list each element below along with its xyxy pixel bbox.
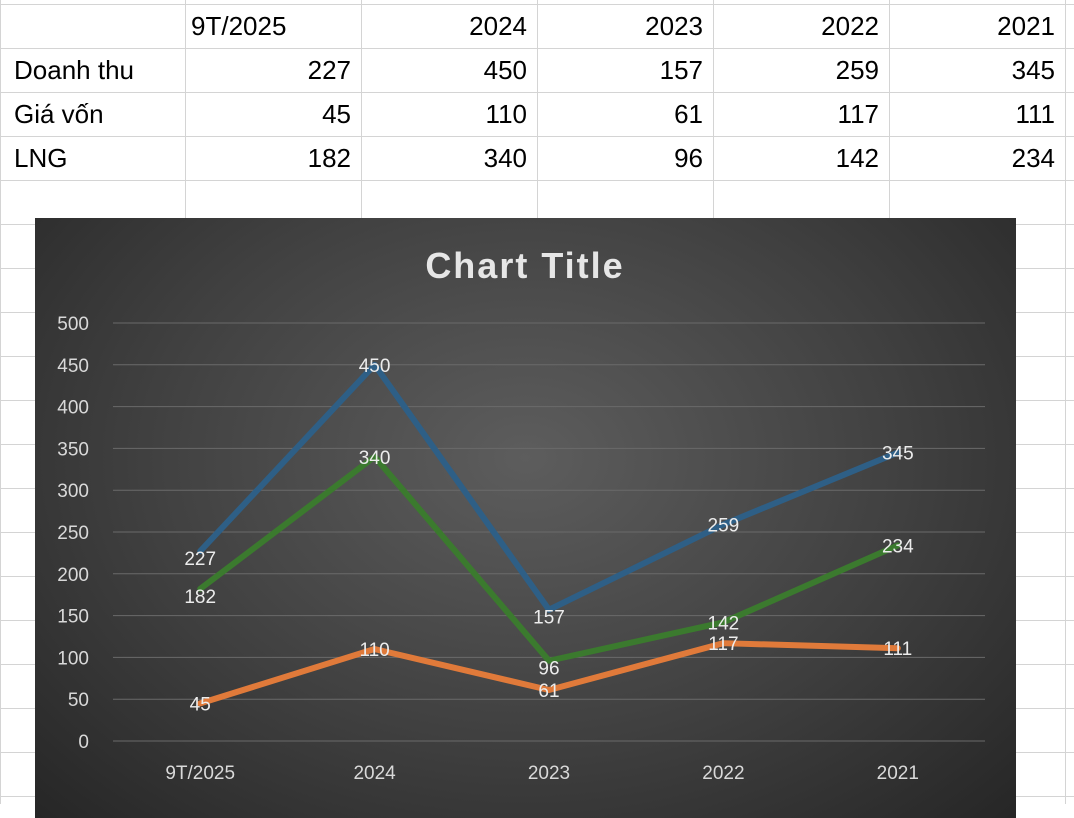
- header-cell[interactable]: 2024: [469, 11, 527, 41]
- data-label: 117: [708, 634, 738, 655]
- header-cell[interactable]: 2021: [997, 11, 1055, 41]
- row-label-cell[interactable]: Giá vốn: [14, 99, 104, 129]
- table-cell[interactable]: 259: [835, 55, 879, 85]
- x-tick-label: 2023: [528, 763, 570, 784]
- header-cell[interactable]: 2022: [821, 11, 879, 41]
- series-line-doanh-thu[interactable]: [197, 361, 901, 613]
- data-label: 45: [190, 694, 211, 715]
- y-tick-label: 300: [57, 481, 89, 502]
- y-tick-label: 450: [57, 356, 89, 377]
- header-cell[interactable]: 2023: [645, 11, 703, 41]
- table-cell[interactable]: 340: [483, 143, 527, 173]
- data-label: 182: [184, 587, 216, 608]
- y-tick-label: 500: [57, 314, 89, 335]
- table-cell[interactable]: 142: [835, 143, 879, 173]
- y-tick-label: 50: [68, 690, 89, 711]
- series-line-lng[interactable]: [197, 453, 901, 664]
- data-label: 142: [708, 613, 740, 634]
- data-label: 111: [883, 639, 912, 660]
- y-tick-label: 150: [57, 607, 89, 628]
- x-tick-label: 2021: [877, 763, 919, 784]
- data-label: 96: [538, 659, 559, 680]
- data-label: 227: [184, 549, 216, 570]
- data-label: 450: [359, 356, 391, 377]
- table-cell[interactable]: 450: [483, 55, 527, 85]
- data-label: 157: [533, 608, 565, 629]
- table-cell[interactable]: 182: [307, 143, 351, 173]
- data-label: 61: [538, 681, 559, 702]
- row-label-cell[interactable]: LNG: [14, 143, 68, 173]
- y-tick-label: 350: [57, 439, 89, 460]
- chart-plot: Chart Title 0 50 100 150 200 250 300 350 400 450 50…: [57, 245, 985, 784]
- y-tick-label: 400: [57, 398, 89, 419]
- x-tick-label: 2024: [353, 763, 396, 784]
- series-line-gia-von[interactable]: [197, 640, 901, 707]
- data-label: 110: [359, 640, 389, 661]
- data-label: 340: [359, 448, 391, 469]
- data-label: 234: [882, 536, 914, 557]
- header-cell[interactable]: 9T/2025: [191, 11, 287, 41]
- table-cell[interactable]: 96: [674, 143, 703, 173]
- table-cell[interactable]: 345: [1011, 55, 1055, 85]
- row-label-cell[interactable]: Doanh thu: [14, 55, 134, 85]
- table-cell[interactable]: 234: [1011, 143, 1055, 173]
- table-cell[interactable]: 227: [307, 55, 351, 85]
- x-tick-label: 9T/2025: [165, 763, 235, 784]
- data-label: 259: [708, 515, 740, 536]
- table-cell[interactable]: 117: [837, 99, 879, 129]
- y-tick-label: 200: [57, 565, 89, 586]
- x-tick-label: 2022: [702, 763, 744, 784]
- table-cell[interactable]: 111: [1015, 99, 1055, 129]
- table-cell[interactable]: 61: [674, 99, 703, 129]
- chart-title[interactable]: Chart Title: [425, 245, 624, 286]
- table-cell[interactable]: 110: [485, 99, 527, 129]
- y-tick-label: 0: [78, 732, 89, 753]
- data-label: 345: [882, 444, 914, 465]
- line-chart[interactable]: Chart Title 0 50 100 150 200 250 300 350 400 450 50…: [35, 218, 1016, 818]
- y-tick-label: 100: [57, 648, 89, 669]
- table-cell[interactable]: 157: [659, 55, 703, 85]
- y-tick-label: 250: [57, 523, 89, 544]
- table-cell[interactable]: 45: [322, 99, 351, 129]
